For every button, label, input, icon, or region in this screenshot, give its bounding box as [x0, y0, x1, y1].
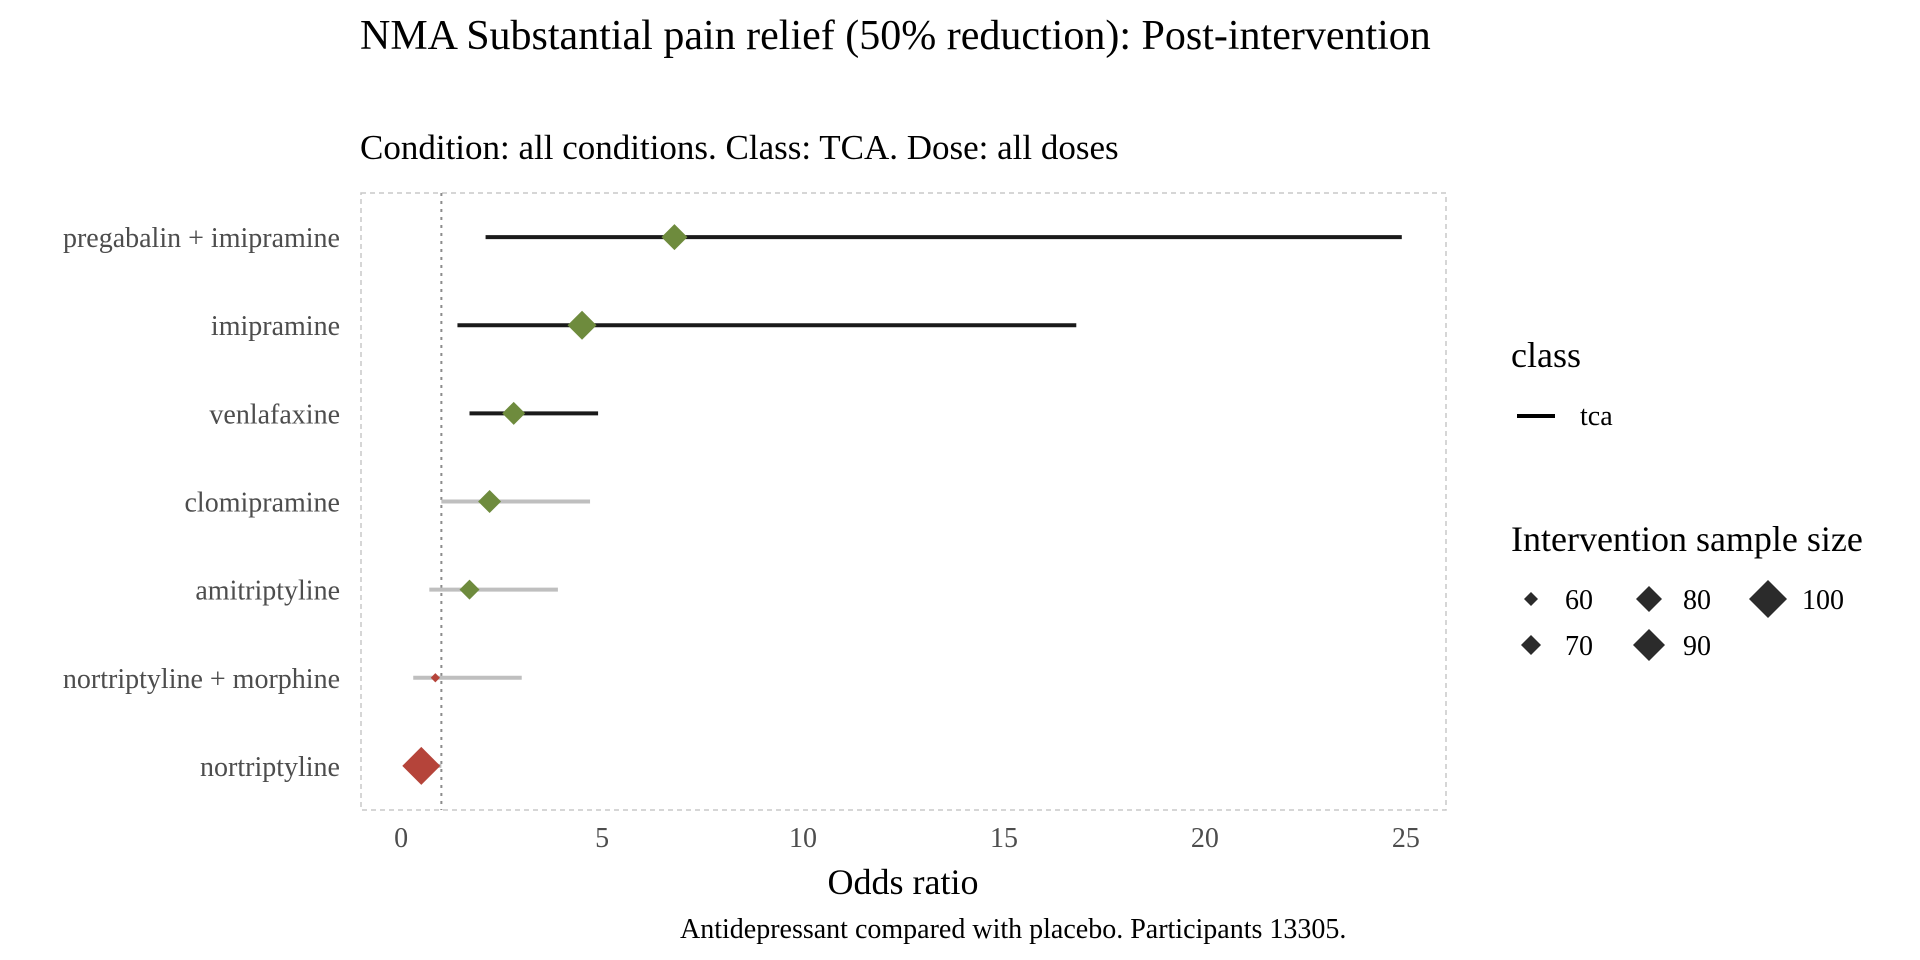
y-axis-label: nortriptyline + morphine [63, 664, 340, 695]
y-axis-label: clomipramine [184, 488, 340, 519]
legend: class tca Intervention sample size 60 70 8… [1511, 335, 1863, 662]
legend-size-label: 100 [1802, 585, 1844, 616]
y-axis-label: pregabalin + imipramine [63, 223, 340, 254]
legend-size-key [1749, 580, 1787, 618]
legend-size-key [1521, 635, 1541, 655]
point-estimate-marker [661, 224, 688, 251]
legend-size-label: 80 [1683, 585, 1711, 616]
x-tick-label: 10 [789, 823, 817, 854]
legend-size-key [1633, 629, 1665, 661]
ci-layer [409, 235, 1402, 768]
chart-title: NMA Substantial pain relief (50% reducti… [360, 13, 1431, 59]
point-estimate-marker [459, 579, 480, 600]
legend-size-label: 60 [1565, 585, 1593, 616]
y-axis-label: amitriptyline [195, 576, 340, 607]
legend-size-title: Intervention sample size [1511, 519, 1863, 559]
point-estimate-marker [502, 401, 526, 425]
point-estimate-marker [567, 310, 597, 340]
y-axis-label: imipramine [211, 311, 340, 342]
legend-size-label: 90 [1683, 631, 1711, 662]
point-layer [402, 224, 688, 785]
x-axis-ticks: 0 5 10 15 20 25 [394, 823, 1420, 854]
y-axis-label: nortriptyline [200, 752, 340, 783]
legend-size-key [1636, 586, 1662, 612]
x-tick-label: 0 [394, 823, 408, 854]
x-axis-title: Odds ratio [828, 862, 979, 902]
x-tick-label: 25 [1392, 823, 1420, 854]
chart-subtitle: Condition: all conditions. Class: TCA. D… [360, 128, 1119, 167]
chart-caption: Antidepressant compared with placebo. Pa… [680, 914, 1347, 945]
x-tick-label: 15 [990, 823, 1018, 854]
legend-class-label: tca [1580, 401, 1613, 432]
legend-size-key [1524, 592, 1538, 606]
y-axis-labels: pregabalin + imipramine imipramine venlafa… [63, 223, 340, 783]
legend-size-items: 60 70 80 90 100 [1521, 580, 1844, 662]
point-estimate-marker [430, 673, 440, 683]
point-estimate-marker [478, 490, 502, 513]
plot-panel-border [360, 192, 1447, 811]
point-estimate-marker [402, 746, 441, 785]
y-axis-label: venlafaxine [209, 399, 340, 430]
legend-size-label: 70 [1565, 631, 1593, 662]
legend-class-title: class [1511, 335, 1581, 375]
x-tick-label: 5 [595, 823, 609, 854]
x-tick-label: 20 [1191, 823, 1219, 854]
